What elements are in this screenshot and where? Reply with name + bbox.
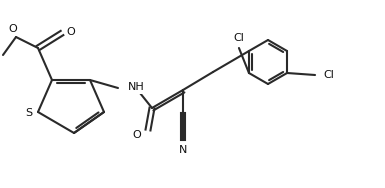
- Text: O: O: [132, 130, 141, 140]
- Text: O: O: [8, 24, 17, 34]
- Text: S: S: [25, 108, 33, 118]
- Text: Cl: Cl: [324, 70, 335, 80]
- Text: Cl: Cl: [234, 33, 244, 43]
- Text: O: O: [67, 27, 75, 37]
- Text: NH: NH: [128, 82, 145, 92]
- Text: N: N: [179, 145, 187, 155]
